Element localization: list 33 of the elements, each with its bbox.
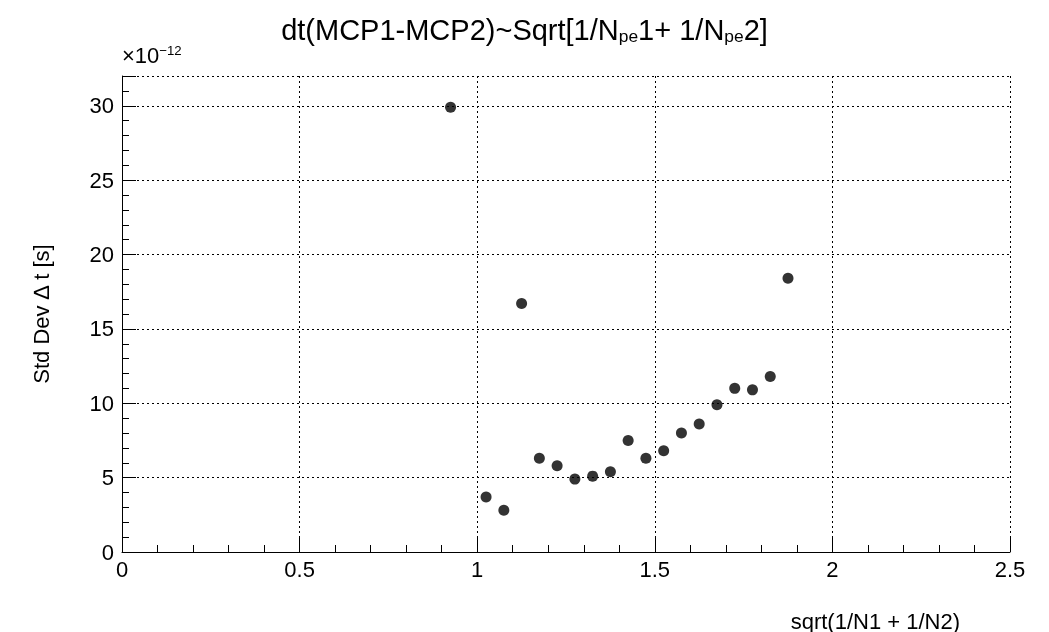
point <box>498 504 510 516</box>
point <box>445 101 457 113</box>
x-tick-label: 2.5 <box>994 556 1026 582</box>
point <box>480 491 492 503</box>
x-tick-label: 1.5 <box>639 556 671 582</box>
point <box>516 298 528 310</box>
point <box>675 427 687 439</box>
point <box>746 384 758 396</box>
point <box>711 399 723 411</box>
y-tick-label: 5 <box>101 465 114 491</box>
point <box>640 452 652 464</box>
point <box>622 434 634 446</box>
x-tick-label: 0.5 <box>284 556 315 582</box>
point <box>533 452 545 464</box>
y-tick-label: 30 <box>89 93 114 119</box>
point <box>764 370 776 382</box>
point <box>729 382 741 394</box>
point <box>782 272 794 284</box>
point <box>658 445 670 457</box>
point <box>551 460 563 472</box>
y-tick-label: 0 <box>101 539 114 565</box>
y-tick-label: 25 <box>89 167 114 193</box>
y-tick-label: 10 <box>89 390 114 416</box>
point <box>693 418 705 430</box>
y-axis-title: Std Dev ∆ t [s] <box>28 244 54 384</box>
point <box>604 466 616 478</box>
x-tick-label: 1 <box>471 556 484 582</box>
y-tick-label: 15 <box>89 316 114 342</box>
chart-title: dt(MCP1-MCP2)~Sqrt[1/Npe1+ 1/Npe2] <box>281 13 768 46</box>
point <box>569 473 581 485</box>
y-tick-label: 20 <box>89 242 114 267</box>
x-tick-label: 2 <box>826 556 839 582</box>
point <box>587 470 599 482</box>
